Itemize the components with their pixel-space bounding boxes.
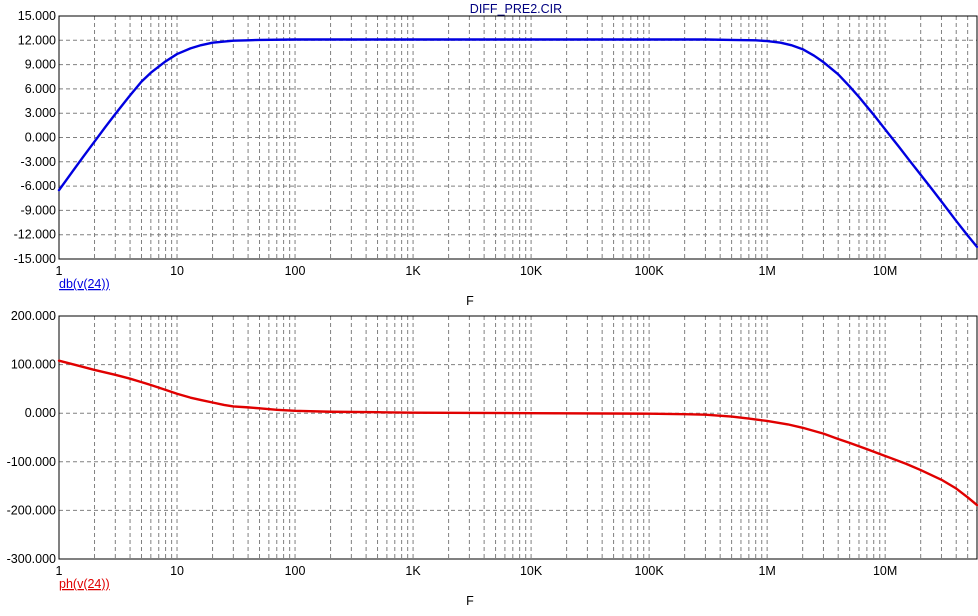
phase-x-tick-label: 10 (170, 564, 184, 578)
magnitude-x-tick-label: 100 (285, 264, 306, 278)
phase-y-tick-label: -300.000 (7, 552, 56, 566)
phase-x-tick-label: 10K (520, 564, 543, 578)
magnitude-y-tick-label: -6.000 (21, 179, 56, 193)
magnitude-y-tick-label: 3.000 (25, 106, 56, 120)
magnitude-y-label: db(v(24)) (59, 277, 110, 291)
phase-x-tick-label: 1 (56, 564, 63, 578)
magnitude-x-tick-label: 10 (170, 264, 184, 278)
magnitude-series (57, 38, 978, 249)
magnitude-x-tick-label: 1 (56, 264, 63, 278)
phase-x-tick-label: 1M (758, 564, 775, 578)
magnitude-y-tick-label: -3.000 (21, 155, 56, 169)
phase-y-tick-label: 200.000 (11, 309, 56, 323)
phase-grid (59, 316, 977, 559)
phase-x-tick-label: 100K (635, 564, 665, 578)
magnitude-y-tick-label: 0.000 (25, 131, 56, 145)
magnitude-y-tick-label: 12.000 (18, 33, 56, 47)
magnitude-panel: 15.000 12.000 9.000 6.000 3.000 0.000 -3.000 -6… (14, 9, 978, 308)
magnitude-x-tick-label: 10M (873, 264, 897, 278)
phase-series (57, 359, 978, 507)
phase-y-tick-labels: 200.000 100.000 0.000 -100.000 -200.000 -300.… (7, 309, 56, 566)
magnitude-series-line (57, 38, 978, 249)
magnitude-x-tick-label: 100K (635, 264, 665, 278)
magnitude-grid (59, 16, 977, 259)
phase-y-tick-label: 100.000 (11, 358, 56, 372)
phase-panel: 200.000 100.000 0.000 -100.000 -200.000 -300.… (7, 309, 978, 608)
magnitude-x-axis-label: F (466, 294, 474, 308)
phase-y-tick-label: 0.000 (25, 406, 56, 420)
phase-x-tick-label: 1K (405, 564, 421, 578)
magnitude-y-tick-labels: 15.000 12.000 9.000 6.000 3.000 0.000 -3.000 -6… (14, 9, 56, 266)
magnitude-y-tick-label: -12.000 (14, 228, 56, 242)
phase-y-tick-label: -100.000 (7, 455, 56, 469)
magnitude-plot-frame (58, 15, 978, 260)
phase-plot-frame (58, 315, 978, 560)
phase-series-line (57, 359, 978, 507)
phase-x-axis-label: F (466, 594, 474, 608)
magnitude-x-tick-labels: 1 10 100 1K 10K 100K 1M 10M (56, 264, 898, 278)
phase-x-tick-label: 100 (285, 564, 306, 578)
phase-y-tick-label: -200.000 (7, 503, 56, 517)
magnitude-y-tick-label: 6.000 (25, 82, 56, 96)
magnitude-y-tick-label: 9.000 (25, 58, 56, 72)
magnitude-y-tick-label: -15.000 (14, 252, 56, 266)
chart-title: DIFF_PRE2.CIR (470, 2, 562, 16)
magnitude-y-tick-label: -9.000 (21, 203, 56, 217)
magnitude-y-tick-label: 15.000 (18, 9, 56, 23)
magnitude-x-tick-label: 1K (405, 264, 421, 278)
phase-x-tick-label: 10M (873, 564, 897, 578)
phase-y-label: ph(v(24)) (59, 577, 110, 591)
phase-x-tick-labels: 1 10 100 1K 10K 100K 1M 10M (56, 564, 898, 578)
magnitude-x-tick-label: 10K (520, 264, 543, 278)
magnitude-x-tick-label: 1M (758, 264, 775, 278)
